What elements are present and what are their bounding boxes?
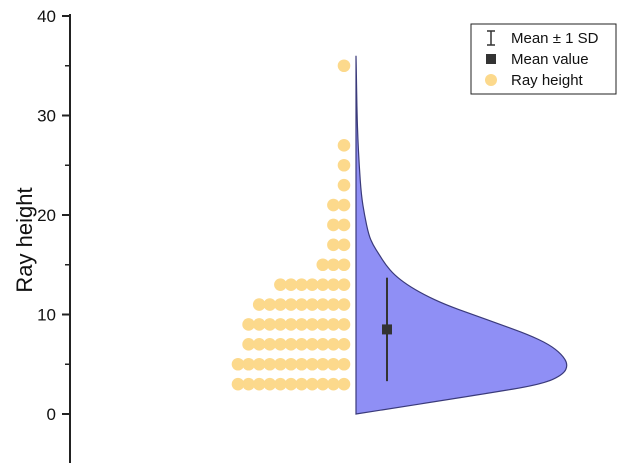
ray-height-dot — [242, 377, 255, 391]
ray-height-dot — [337, 178, 351, 192]
ray-height-dot — [284, 278, 298, 291]
ray-height-dot — [295, 338, 308, 351]
legend: Mean ± 1 SD Mean value Ray height — [470, 23, 617, 95]
ray-height-dot — [252, 318, 266, 331]
ray-height-dot — [337, 258, 351, 272]
ray-height-dot — [327, 258, 340, 272]
legend-square-icon — [486, 54, 496, 64]
ray-height-dot — [337, 139, 351, 152]
ray-height-dot — [337, 357, 351, 371]
ray-height-dot — [295, 377, 308, 391]
ray-height-dot — [295, 318, 308, 331]
ray-height-dot — [316, 357, 330, 371]
ray-height-dot — [327, 318, 340, 331]
ray-height-dot — [327, 338, 340, 351]
ray-height-dot — [316, 338, 330, 351]
ray-height-dot — [337, 198, 351, 212]
ray-height-dot — [316, 258, 330, 272]
ray-height-dot — [316, 318, 330, 331]
ray-height-dot — [263, 377, 277, 391]
y-tick-label: 40 — [37, 7, 56, 26]
ray-height-dot — [337, 318, 351, 331]
ray-height-dot — [316, 377, 330, 391]
y-tick-label: 10 — [37, 306, 56, 325]
ray-height-dot — [284, 377, 298, 391]
ray-height-dot — [252, 357, 266, 371]
ray-height-dot — [284, 318, 298, 331]
ray-height-dot — [327, 198, 340, 212]
ray-height-dot — [337, 278, 351, 291]
ray-height-dot — [284, 357, 298, 371]
ray-height-dot — [263, 298, 277, 311]
ray-height-dot — [242, 357, 255, 371]
ray-height-dot — [337, 218, 351, 232]
mean-marker — [382, 324, 392, 335]
legend-label: Mean value — [511, 51, 589, 68]
ray-height-dot — [274, 357, 287, 371]
ray-height-dot — [305, 298, 319, 311]
y-axis: 0 10 20 30 40 — [37, 7, 71, 463]
ray-height-dot — [327, 357, 340, 371]
y-axis-title: Ray height — [12, 187, 37, 292]
ray-height-dot — [337, 298, 351, 311]
ray-height-dot — [263, 357, 277, 371]
ray-height-dot — [274, 338, 287, 351]
ray-height-dot — [305, 278, 319, 291]
ray-height-dot — [274, 298, 287, 311]
dot-histogram — [231, 59, 351, 391]
ray-height-dot — [295, 278, 308, 291]
ray-height-dot — [295, 298, 308, 311]
ray-height-dot — [327, 218, 340, 232]
y-tick-label: 0 — [47, 405, 56, 424]
ray-height-dot — [274, 318, 287, 331]
legend-label: Ray height — [511, 72, 584, 89]
ray-height-dot — [295, 357, 308, 371]
ray-height-dot — [305, 318, 319, 331]
ray-height-dot — [242, 338, 255, 351]
ray-height-dot — [274, 377, 287, 391]
ray-height-dot — [305, 338, 319, 351]
ray-height-dot — [337, 158, 351, 172]
ray-height-dot — [327, 278, 340, 291]
ray-height-dot — [316, 278, 330, 291]
ray-height-dot — [263, 318, 277, 331]
legend-label: Mean ± 1 SD — [511, 30, 599, 47]
ray-height-dot — [284, 298, 298, 311]
ray-height-dot — [263, 338, 277, 351]
ray-height-dot — [337, 238, 351, 252]
ray-height-dot — [252, 338, 266, 351]
ray-height-dot — [305, 377, 319, 391]
violin-density-shape — [355, 55, 568, 415]
ray-height-dot — [327, 238, 340, 252]
ray-height-dot — [284, 338, 298, 351]
ray-height-dot — [327, 298, 340, 311]
ray-height-dot — [337, 59, 351, 73]
ray-height-dot — [231, 377, 245, 391]
ray-height-dot — [231, 357, 245, 371]
ray-height-dot — [305, 357, 319, 371]
ray-height-dot — [327, 377, 340, 391]
ray-height-dot — [337, 377, 351, 391]
y-tick-label: 20 — [37, 206, 56, 225]
ray-height-dot — [242, 318, 255, 331]
ray-height-dot — [316, 298, 330, 311]
ray-height-dot — [274, 278, 287, 291]
ray-height-dot — [337, 338, 351, 351]
ray-height-dot — [252, 298, 266, 311]
ray-height-dot — [252, 377, 266, 391]
legend-dot-icon — [485, 74, 497, 86]
y-tick-label: 30 — [37, 107, 56, 126]
